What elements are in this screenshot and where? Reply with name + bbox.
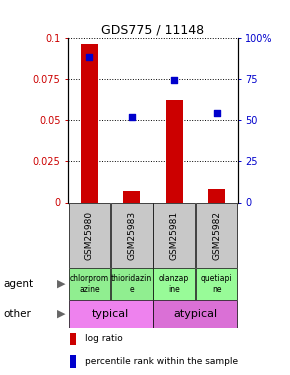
Text: typical: typical [92, 309, 129, 319]
Bar [68, 268, 110, 300]
Bar [166, 100, 183, 202]
Bar [123, 191, 140, 202]
Text: olanzap
ine: olanzap ine [159, 274, 189, 294]
Bar [153, 268, 195, 300]
Text: log ratio: log ratio [85, 334, 123, 344]
Text: GSM25983: GSM25983 [127, 211, 136, 260]
Text: ▶: ▶ [57, 279, 65, 289]
Text: atypical: atypical [173, 309, 218, 319]
Bar [111, 268, 153, 300]
Text: other: other [3, 309, 31, 319]
Title: GDS775 / 11148: GDS775 / 11148 [102, 23, 204, 36]
Text: percentile rank within the sample: percentile rank within the sample [85, 357, 238, 366]
Text: GSM25982: GSM25982 [212, 211, 221, 260]
Bar [70, 355, 76, 368]
Point [87, 54, 92, 60]
Bar [70, 333, 76, 345]
Bar [153, 300, 238, 328]
Bar [111, 202, 153, 268]
Bar [196, 268, 238, 300]
Text: GSM25981: GSM25981 [170, 211, 179, 260]
Text: quetiapi
ne: quetiapi ne [201, 274, 232, 294]
Bar [81, 44, 98, 203]
Bar [208, 189, 225, 202]
Text: GSM25980: GSM25980 [85, 211, 94, 260]
Bar [196, 202, 238, 268]
Text: chlorprom
azine: chlorprom azine [70, 274, 109, 294]
Bar [153, 202, 195, 268]
Bar [68, 202, 110, 268]
Point [129, 114, 134, 120]
Point [214, 110, 219, 116]
Point [172, 77, 177, 83]
Text: ▶: ▶ [57, 309, 65, 319]
Text: agent: agent [3, 279, 33, 289]
Bar [68, 300, 153, 328]
Text: thioridazin
e: thioridazin e [111, 274, 152, 294]
